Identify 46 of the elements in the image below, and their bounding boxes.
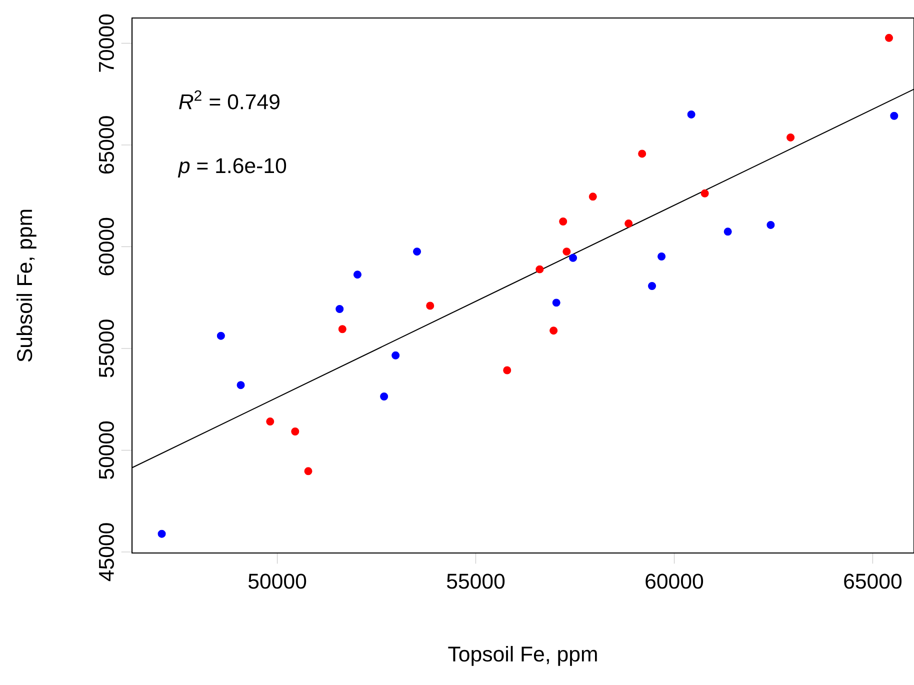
- y-tick-label: 65000: [98, 116, 114, 174]
- point: [266, 418, 274, 426]
- point: [353, 270, 362, 279]
- point: [304, 467, 312, 476]
- x-tick-label: 60000: [646, 574, 704, 589]
- y-tick-label: 55000: [98, 320, 114, 378]
- x-tick-label: 55000: [446, 574, 505, 589]
- point: [338, 325, 346, 334]
- point: [503, 366, 512, 374]
- point: [158, 530, 166, 538]
- point: [890, 112, 898, 120]
- point: [392, 351, 400, 360]
- y-axis-title: Subsoil Fe, ppm: [16, 210, 36, 362]
- point: [562, 248, 571, 256]
- point: [658, 252, 666, 260]
- point: [536, 265, 544, 274]
- point: [413, 248, 422, 256]
- point: [687, 110, 696, 118]
- point: [380, 392, 388, 400]
- point: [624, 220, 633, 228]
- point: [426, 302, 434, 310]
- point: [216, 332, 225, 340]
- point: [291, 427, 300, 436]
- point: [336, 304, 344, 313]
- y-tick-label: 50000: [98, 421, 114, 480]
- point: [884, 34, 893, 42]
- point: [638, 150, 646, 158]
- point: [552, 298, 560, 307]
- point: [786, 133, 795, 142]
- point: [648, 282, 656, 290]
- point: [569, 254, 578, 262]
- point: [550, 326, 558, 335]
- point: [724, 228, 732, 236]
- point: [559, 217, 568, 226]
- annotation: R$^{2}$ = 0.749: [179, 90, 280, 110]
- point: [766, 220, 775, 229]
- point: [700, 189, 709, 198]
- y-tick-label: 45000: [98, 523, 114, 582]
- x-axis-title: Topsoil Fe, ppm: [448, 646, 597, 666]
- y-tick-label: 70000: [98, 14, 114, 72]
- y-tick-label: 60000: [98, 218, 114, 276]
- point: [236, 381, 245, 390]
- x-tick-label: 50000: [248, 574, 306, 589]
- annotation: p = 1.6e-10: [178, 158, 286, 178]
- x-tick-label: 65000: [844, 574, 902, 589]
- point: [588, 192, 597, 201]
